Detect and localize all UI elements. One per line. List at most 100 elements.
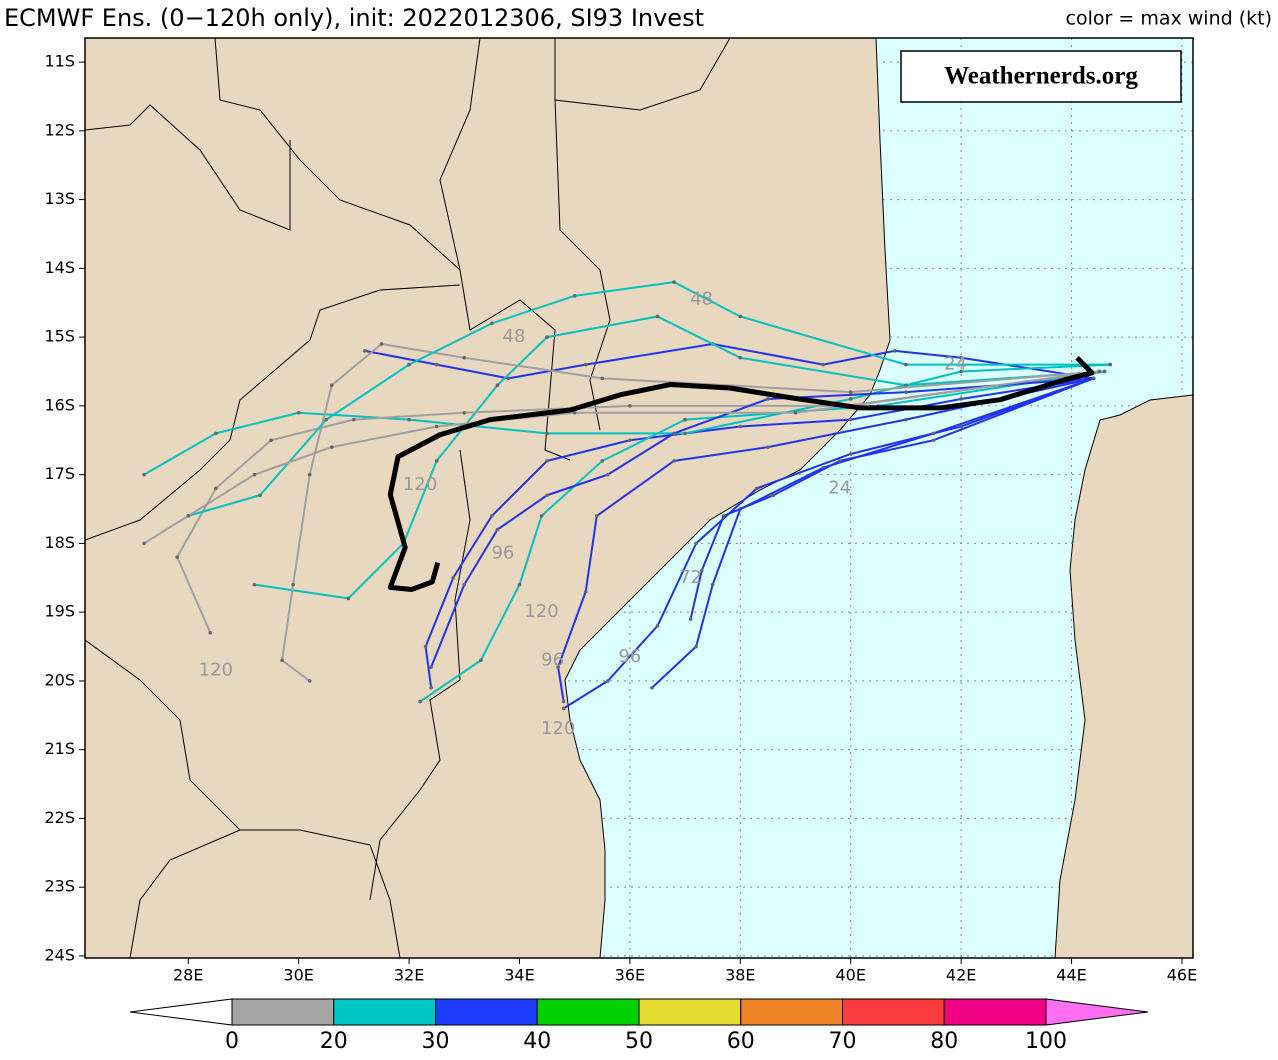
track-point	[1097, 369, 1101, 374]
track	[387, 355, 1095, 592]
track-point	[495, 383, 500, 388]
colorbar-label: 80	[930, 1029, 958, 1054]
track-point	[594, 514, 599, 518]
track-point	[793, 410, 798, 415]
track-point	[418, 699, 422, 704]
colorbar-box	[638, 998, 742, 1026]
track-point	[821, 362, 825, 367]
hour-label: 96	[541, 649, 564, 670]
y-tick-label: 15S	[44, 327, 75, 346]
y-tick-label: 23S	[44, 877, 75, 896]
map-subtitle: color = max wind (kt)	[1066, 8, 1272, 30]
track-point	[738, 314, 743, 319]
track-point	[379, 342, 384, 346]
track-point	[434, 459, 439, 463]
track-point	[296, 410, 301, 415]
track-point	[434, 424, 439, 429]
track-point	[352, 417, 356, 422]
colorbar-label: 100	[1025, 1029, 1067, 1054]
track-point	[307, 472, 312, 477]
track	[187, 281, 1111, 517]
track-point	[269, 438, 273, 443]
track-point	[672, 459, 676, 463]
hour-label: 120	[541, 718, 575, 739]
track-point	[931, 431, 936, 436]
track-point	[324, 417, 329, 422]
track-point	[959, 355, 963, 360]
hour-label: 48	[690, 288, 713, 309]
track-point	[694, 541, 698, 546]
border	[554, 38, 731, 111]
track-point	[490, 514, 494, 518]
track-point	[280, 658, 284, 663]
border	[85, 639, 371, 846]
track-point	[479, 658, 483, 663]
track-point	[931, 438, 936, 443]
track-point	[545, 459, 549, 463]
track-point	[721, 514, 726, 518]
border	[369, 844, 401, 958]
track-point	[407, 362, 411, 367]
tracks	[142, 280, 1112, 711]
track-point	[186, 514, 191, 518]
y-tick-label: 16S	[44, 395, 75, 414]
track-point	[429, 665, 433, 669]
track-point	[462, 355, 467, 360]
border	[369, 449, 471, 901]
track-point	[583, 589, 588, 594]
track-point	[904, 362, 908, 367]
track-point	[699, 569, 704, 573]
track-point	[517, 582, 522, 587]
y-tick-label: 12S	[44, 120, 75, 139]
track-point	[506, 376, 511, 381]
x-tick-label: 32E	[394, 966, 424, 985]
track-point	[694, 644, 698, 649]
colorbar-label: 40	[523, 1029, 551, 1054]
colorbar-over	[1045, 998, 1149, 1026]
x-tick-label: 28E	[173, 966, 203, 985]
hour-label: 48	[503, 326, 526, 347]
track-point	[766, 445, 770, 449]
track-point	[462, 410, 467, 415]
track-point	[738, 424, 743, 429]
track-point	[307, 679, 312, 683]
track-point	[363, 349, 367, 353]
track-point	[766, 397, 770, 401]
track-point	[539, 514, 544, 518]
y-tick-label: 11S	[44, 52, 75, 71]
track-point	[561, 699, 566, 704]
colorbar-box	[536, 998, 640, 1026]
track-point	[837, 459, 842, 463]
y-tick-label: 18S	[44, 533, 75, 552]
track-point	[606, 472, 610, 477]
track-point	[600, 376, 605, 381]
colorbar-box	[231, 998, 335, 1026]
track-point	[495, 527, 500, 532]
colorbar-box	[435, 998, 538, 1026]
track-point	[848, 417, 853, 422]
border	[85, 339, 311, 541]
track-point	[738, 355, 743, 360]
map-title: ECMWF Ens. (0−120h only), init: 20220123…	[4, 4, 704, 32]
watermark-box	[900, 50, 1182, 103]
colorbar-box	[842, 998, 945, 1026]
track-point	[755, 486, 759, 491]
track-point	[583, 362, 588, 367]
track-point	[329, 445, 334, 449]
border	[554, 99, 611, 431]
x-tick-label: 38E	[725, 966, 755, 985]
x-tick-label: 42E	[946, 966, 976, 985]
track-point	[959, 369, 963, 374]
track-point	[545, 431, 549, 436]
track-point	[434, 362, 439, 367]
track-point	[252, 582, 257, 587]
x-tick-label: 36E	[615, 966, 645, 985]
track-point	[904, 390, 908, 394]
hour-label: 24	[828, 477, 851, 498]
x-tick-label: 34E	[504, 966, 534, 985]
hour-label: 120	[199, 660, 233, 681]
track-point	[142, 541, 146, 546]
track-point	[771, 493, 776, 498]
track-point	[407, 417, 411, 422]
map-area: 48 48 24 24 72 96 96 96 120 120 120 120	[85, 38, 1193, 958]
